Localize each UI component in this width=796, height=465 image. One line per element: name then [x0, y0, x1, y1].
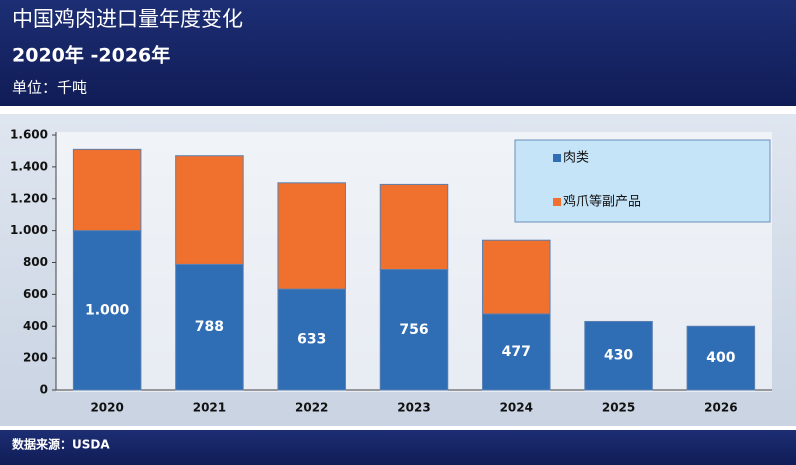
- bar-segment: [379, 269, 449, 391]
- footer-band: [0, 430, 796, 465]
- y-tick-label: 0: [40, 383, 48, 397]
- y-tick-label: 200: [23, 351, 48, 365]
- header-band: [0, 0, 796, 106]
- bar-segment: [175, 155, 244, 265]
- bar-segment: [379, 183, 449, 271]
- legend-swatch: [553, 154, 561, 162]
- y-tick-label: 600: [23, 287, 48, 301]
- x-tick-label: 2025: [602, 401, 635, 415]
- value-label: 477: [502, 344, 531, 360]
- legend-label: 肉类: [563, 151, 589, 166]
- legend-label: 鸡爪等副产品: [563, 194, 641, 210]
- bar-segment: [686, 325, 756, 391]
- value-label: 756: [399, 322, 428, 338]
- x-tick-label: 2021: [193, 401, 226, 415]
- bar-segment: [72, 148, 142, 232]
- value-label: 400: [706, 350, 735, 366]
- value-label: 1.000: [85, 302, 130, 318]
- x-tick-label: 2026: [704, 401, 737, 415]
- bar-segment: [277, 182, 346, 290]
- y-tick-label: 1.000: [10, 223, 48, 237]
- value-label: 788: [195, 319, 224, 335]
- bar-segment: [584, 320, 653, 391]
- y-tick-label: 400: [23, 319, 48, 333]
- source-note: 数据来源：USDA: [12, 437, 110, 452]
- legend-swatch: [553, 198, 561, 206]
- x-tick-label: 2023: [397, 401, 430, 415]
- legend-box: [514, 139, 771, 223]
- y-tick-label: 800: [23, 255, 48, 269]
- y-tick-label: 1.400: [10, 159, 48, 173]
- bar-segment: [175, 263, 244, 391]
- y-tick-label: 1.600: [10, 128, 48, 142]
- bar-segment: [72, 230, 142, 391]
- y-tick-label: 1.200: [10, 191, 48, 205]
- unit-label: 单位：千吨: [12, 79, 87, 97]
- chart-subtitle: 2020年 -2026年: [12, 44, 170, 67]
- value-label: 633: [297, 332, 326, 348]
- bar-segment: [482, 239, 551, 315]
- bar-segment: [482, 313, 551, 391]
- bar-segment: [277, 288, 346, 391]
- x-tick-label: 2024: [500, 401, 533, 415]
- x-tick-label: 2020: [90, 401, 123, 415]
- chart-title: 中国鸡肉进口量年度变化: [12, 7, 243, 31]
- x-tick-label: 2022: [295, 401, 328, 415]
- value-label: 430: [604, 348, 633, 364]
